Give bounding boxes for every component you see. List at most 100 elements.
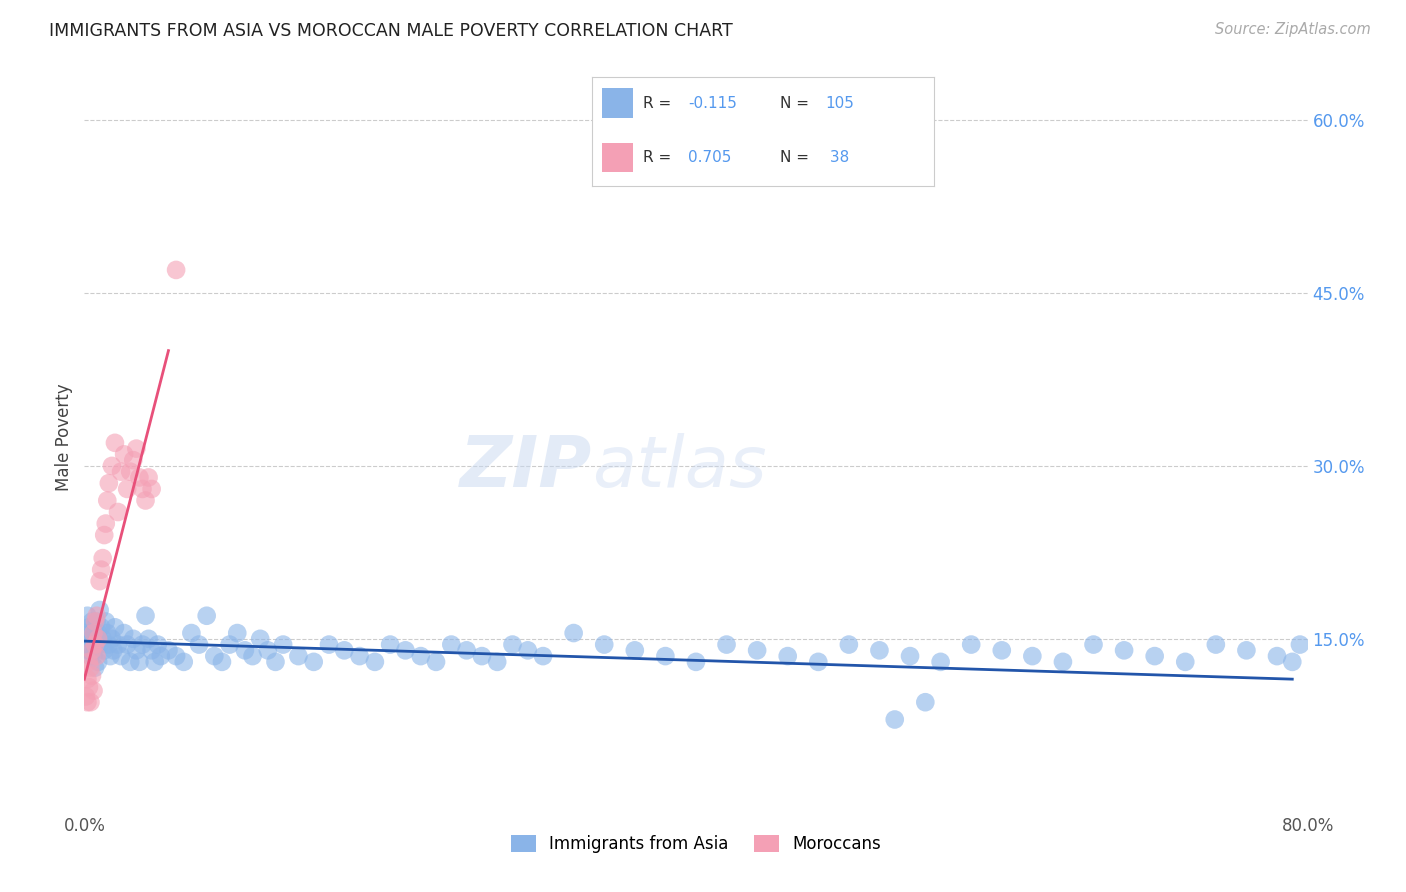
Point (94, 516, 117, 531)
Point (128, 470, 150, 484)
Point (90, 620, 112, 634)
Point (211, 655, 233, 669)
Point (218, 638, 240, 652)
Point (83, 683, 105, 698)
Point (287, 649, 309, 664)
Point (104, 620, 127, 634)
Point (120, 655, 142, 669)
Point (624, 643, 647, 657)
Point (233, 643, 256, 657)
Point (531, 649, 554, 664)
Point (87, 626, 110, 640)
Point (77, 655, 100, 669)
Point (76, 608, 98, 623)
Point (86, 649, 108, 664)
Point (1289, 638, 1312, 652)
Point (165, 649, 187, 664)
Point (112, 626, 135, 640)
Point (122, 632, 145, 646)
Point (271, 638, 294, 652)
Point (202, 649, 225, 664)
Point (93, 643, 115, 657)
Point (138, 470, 160, 484)
Point (1174, 655, 1197, 669)
Point (103, 643, 125, 657)
Point (89, 603, 111, 617)
Point (77, 643, 100, 657)
Point (84, 638, 107, 652)
Point (91, 551, 114, 566)
Point (120, 465, 142, 479)
Point (143, 655, 166, 669)
Point (141, 482, 163, 496)
Point (131, 482, 153, 496)
Y-axis label: Male Poverty: Male Poverty (55, 384, 73, 491)
Point (75, 626, 97, 640)
Point (89, 574, 111, 589)
Point (180, 626, 202, 640)
Point (593, 638, 616, 652)
Point (257, 643, 280, 657)
Point (165, 263, 187, 277)
Point (101, 458, 124, 473)
Point (87, 655, 110, 669)
Point (80, 643, 103, 657)
Point (898, 649, 921, 664)
Point (249, 632, 271, 646)
Point (141, 643, 163, 657)
Point (104, 435, 127, 450)
Point (471, 649, 494, 664)
Point (84, 615, 107, 629)
Point (409, 649, 432, 664)
Point (747, 643, 769, 657)
Point (173, 655, 195, 669)
Point (84, 626, 107, 640)
Point (440, 638, 463, 652)
Point (838, 638, 860, 652)
Point (131, 638, 153, 652)
Point (364, 655, 387, 669)
Point (112, 447, 135, 461)
Point (242, 649, 264, 664)
Point (89, 638, 111, 652)
Point (1236, 643, 1258, 657)
Point (93, 528, 115, 542)
Point (516, 643, 538, 657)
Point (86, 608, 108, 623)
Point (318, 638, 340, 652)
Point (1114, 643, 1136, 657)
Point (83, 649, 105, 664)
Point (79, 649, 101, 664)
Point (685, 655, 707, 669)
Point (86, 638, 108, 652)
Point (869, 643, 891, 657)
Point (97, 476, 120, 491)
Point (86, 615, 108, 629)
Point (97, 638, 120, 652)
Point (96, 626, 118, 640)
Point (914, 695, 936, 709)
Point (349, 649, 371, 664)
Point (1265, 649, 1288, 664)
Point (654, 649, 676, 664)
Point (333, 643, 356, 657)
Point (76, 638, 98, 652)
Point (302, 655, 325, 669)
Point (80, 632, 103, 646)
Point (1052, 655, 1074, 669)
Point (425, 655, 447, 669)
Point (101, 632, 124, 646)
Point (107, 505, 129, 519)
Point (90, 563, 112, 577)
Point (1143, 649, 1166, 664)
Point (110, 649, 132, 664)
Point (98, 649, 121, 664)
Point (1205, 638, 1227, 652)
Point (79, 660, 101, 674)
Point (1021, 649, 1043, 664)
Point (991, 643, 1014, 657)
Point (76, 695, 98, 709)
Point (87, 632, 110, 646)
Point (883, 713, 905, 727)
Point (122, 453, 145, 467)
